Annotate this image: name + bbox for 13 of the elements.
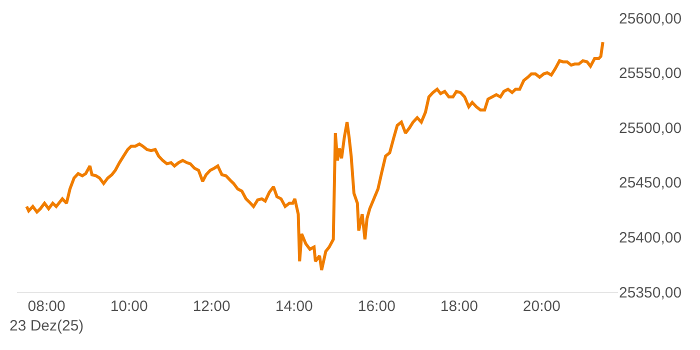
y-tick-label: 25550,00	[619, 65, 682, 82]
x-tick-label: 10:00	[110, 298, 148, 315]
x-tick-label: 20:00	[522, 298, 560, 315]
x-tick-label: 16:00	[358, 298, 396, 315]
x-tick-label: 12:00	[192, 298, 230, 315]
y-tick-label: 25400,00	[619, 229, 682, 246]
y-tick-label: 25500,00	[619, 120, 682, 137]
y-tick-label: 25350,00	[619, 284, 682, 302]
y-tick-label: 25450,00	[619, 174, 682, 192]
x-tick-label: 18:00	[440, 298, 478, 315]
x-tick-label: 08:00 23 Dez(25)	[9, 298, 84, 334]
x-tick-label: 14:00	[275, 298, 313, 315]
y-tick-label: 25600,00	[619, 10, 682, 28]
